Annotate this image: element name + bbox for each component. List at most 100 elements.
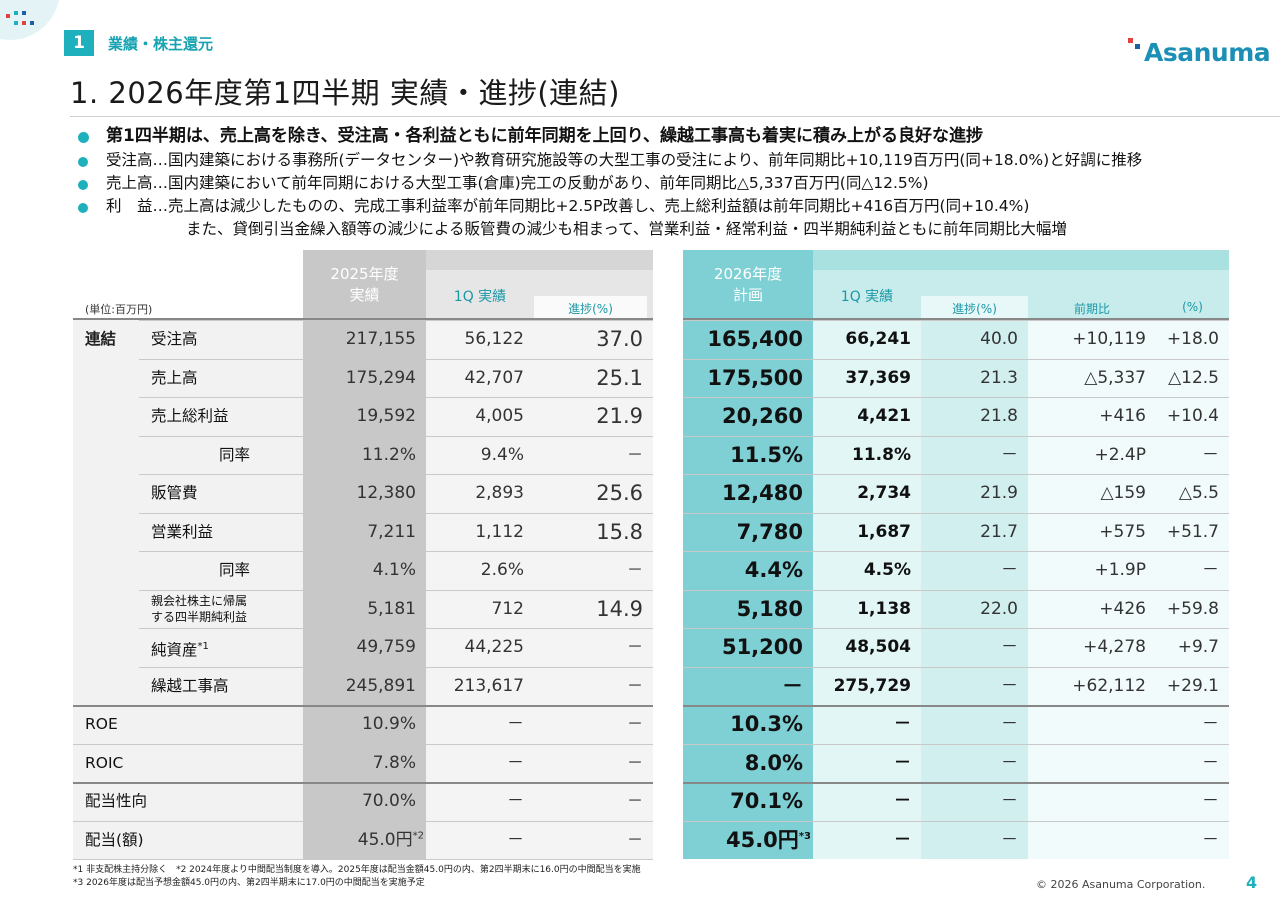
cell-progress-2025: 21.9 [534, 397, 653, 436]
cell-progress-2026-value: － [1001, 829, 1018, 850]
cell-progress-2025: － [534, 628, 653, 667]
cell-progress-2026: 40.0 [921, 320, 1028, 359]
bullet-item: 利 益…売上高は減少したものの、完成工事利益率が前年同期比+2.5P改善し、売上… [78, 195, 1278, 241]
header-yoy-pct: (%) [1182, 300, 1203, 314]
cell-fy2025-value: 175,294 [345, 367, 416, 388]
cell-progress-2025-value: － [626, 752, 643, 772]
cell-yoy-pct-value: +18.0 [1166, 329, 1219, 349]
cell-yoy-pct: +59.8 [1156, 590, 1229, 629]
cell-yoy-pct-value: － [1202, 444, 1219, 465]
cell-plan2026-value: 45.0円 [725, 827, 799, 852]
cell-progress-2025-value: 14.9 [596, 596, 643, 621]
row-label-text: 純資産 [151, 641, 198, 660]
cell-plan2026: 165,400 [683, 320, 813, 359]
row-rule [139, 358, 653, 360]
cell-progress-2025-value: 25.1 [596, 365, 643, 390]
row-rule-2026 [683, 397, 1229, 398]
cell-q1-2026-value: － [894, 829, 911, 850]
cell-plan2026-value: 12,480 [721, 481, 803, 505]
header-q1-2026: 1Q 実績 [840, 289, 894, 305]
cell-q1-2026: 1,687 [813, 513, 921, 552]
cell-progress-2025-value: 25.6 [596, 481, 643, 505]
row-label: 配当(額) [85, 821, 303, 860]
cell-progress-2025-value: － [626, 560, 643, 579]
cell-q1-2025: － [426, 821, 534, 860]
cell-yoy-pct: － [1156, 551, 1229, 590]
cell-plan2026: 175,500 [683, 359, 813, 398]
cell-progress-2025-value: － [626, 675, 643, 695]
row-rule [139, 666, 653, 668]
cell-yoy [1028, 705, 1156, 744]
row-rule-2026 [683, 551, 1229, 552]
header-q1-2025: 1Q 実績 [453, 289, 507, 305]
cell-progress-2025: － [534, 551, 653, 590]
logo-wordmark: Asanuma [1144, 38, 1271, 67]
cell-yoy-value: +4,278 [1083, 637, 1146, 657]
cell-progress-2025: 37.0 [534, 320, 653, 359]
row-label-text: 同率 [219, 445, 251, 464]
section-label: 業績・株主還元 [108, 35, 214, 53]
cell-progress-2026: － [921, 667, 1028, 706]
cell-fy2025: 217,155 [303, 320, 426, 359]
bullet-dot-icon [78, 132, 89, 143]
row-rule [139, 474, 653, 475]
cell-plan2026-value: 70.1% [730, 789, 803, 813]
cell-fy2025: 11.2% [303, 436, 426, 475]
page-title: 1. 2026年度第1四半期 実績・進捗(連結) [70, 76, 620, 110]
cell-plan2026: 10.3% [683, 705, 813, 744]
row-rule-2026 [683, 820, 1229, 822]
cell-fy2025: 5,181 [303, 590, 426, 629]
cell-q1-2026-value: 275,729 [833, 675, 911, 696]
cell-progress-2026: 21.9 [921, 474, 1028, 513]
bullet-dot-icon [78, 157, 88, 167]
cell-yoy-pct-value: △5.5 [1178, 483, 1219, 503]
row-label-text: 営業利益 [151, 522, 214, 541]
cell-yoy-pct: △5.5 [1156, 474, 1229, 513]
cell-yoy: △5,337 [1028, 359, 1156, 398]
row-label: 受注高 [151, 320, 303, 359]
cell-yoy-pct: － [1156, 744, 1229, 783]
row-label-text: 売上総利益 [151, 407, 229, 425]
header-yoy: 前期比 [1073, 302, 1110, 316]
cell-fy2025: 175,294 [303, 359, 426, 398]
title-divider [70, 116, 1280, 117]
row-label-text: 売上高 [151, 368, 198, 387]
cell-plan2026-value: 20,260 [721, 404, 803, 428]
cell-plan2026: 4.4% [683, 551, 813, 590]
cell-progress-2026: － [921, 705, 1028, 744]
cell-plan2026-value: 10.3% [730, 712, 803, 736]
cell-q1-2026-value: 2,734 [857, 483, 911, 503]
cell-q1-2026: 275,729 [813, 667, 921, 706]
row-rule-2026 [683, 666, 1229, 668]
cell-progress-2025: 15.8 [534, 513, 653, 552]
cell-q1-2025-value: － [507, 714, 524, 734]
cell-yoy: +1.9P [1028, 551, 1156, 590]
row-rule [139, 397, 653, 398]
cell-fy2025: 245,891 [303, 667, 426, 706]
cell-fy2025-value: 70.0% [361, 791, 416, 811]
copyright: © 2026 Asanuma Corporation. [1036, 878, 1206, 891]
corner-decoration [0, 0, 64, 52]
cell-yoy-pct: +10.4 [1156, 397, 1229, 436]
cell-progress-2026-value: 21.7 [980, 521, 1018, 542]
cell-q1-2026: 11.8% [813, 436, 921, 475]
cell-fy2025-value: 49,759 [356, 637, 416, 657]
row-rule-2026 [683, 512, 1229, 514]
cell-yoy-value: +10,119 [1072, 329, 1146, 349]
unit-label: (単位:百万円) [85, 303, 153, 316]
bullet-text: 利 益…売上高は減少したものの、完成工事利益率が前年同期比+2.5P改善し、売上… [106, 197, 1030, 215]
cell-yoy: +62,112 [1028, 667, 1156, 706]
row-label-text: 配当(額) [85, 830, 144, 849]
cell-yoy-pct: +9.7 [1156, 628, 1229, 667]
row-label: 同率 [219, 551, 303, 590]
cell-progress-2026-value: 40.0 [980, 329, 1018, 349]
cell-plan2026: 8.0% [683, 744, 813, 783]
cell-yoy-pct: △12.5 [1156, 359, 1229, 398]
cell-q1-2025: 712 [426, 590, 534, 629]
cell-q1-2025: 213,617 [426, 667, 534, 706]
cell-yoy: +2.4P [1028, 436, 1156, 475]
cell-progress-2025: － [534, 782, 653, 821]
row-label-text: 配当性向 [85, 792, 148, 810]
cell-plan2026: 45.0円*3 [683, 821, 813, 860]
cell-progress-2026-value: 21.8 [980, 406, 1018, 426]
